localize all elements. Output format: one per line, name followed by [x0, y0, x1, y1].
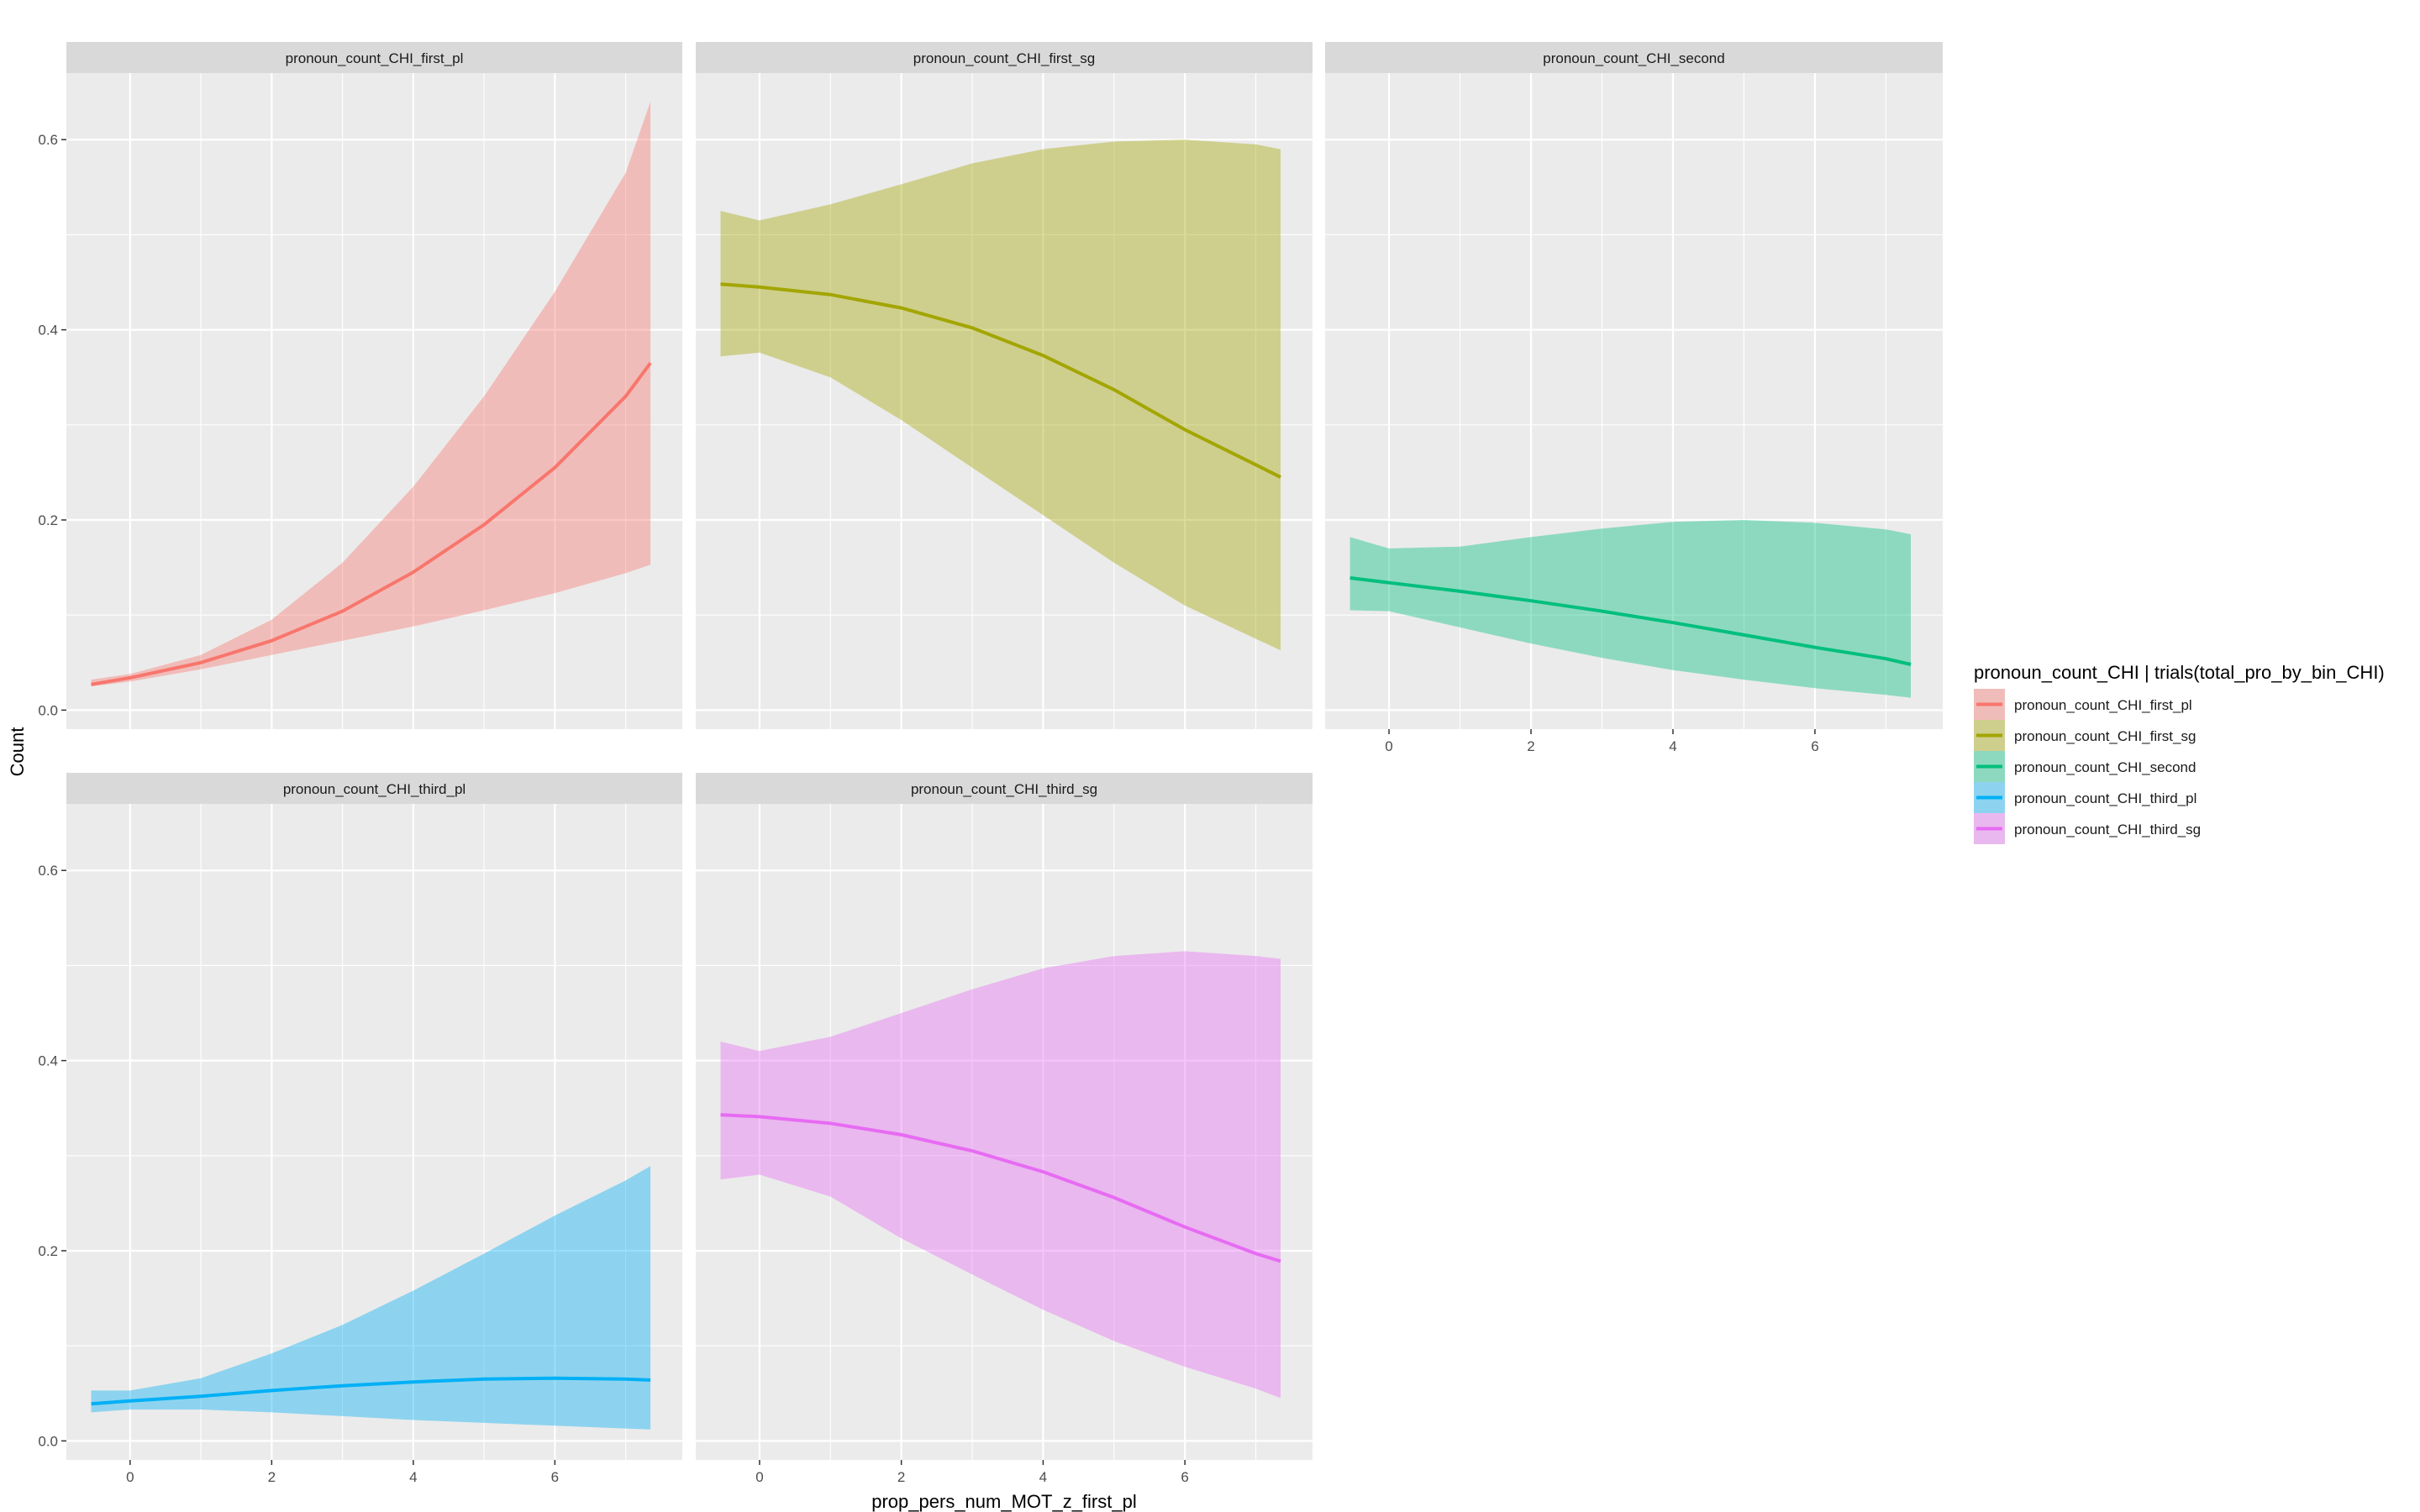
- x-tick-label: 0: [126, 1469, 134, 1485]
- facet-strip-label: pronoun_count_CHI_third_pl: [283, 781, 466, 797]
- series-line: [1349, 576, 1912, 666]
- facet-strip: [696, 773, 1313, 804]
- legend-item-pronoun-count-chi-first-sg: pronoun_count_CHI_first_sg: [1974, 720, 2196, 751]
- y-tick-label: 0.2: [38, 512, 58, 528]
- x-tick-label: 4: [1039, 1469, 1047, 1485]
- confidence-ribbon: [720, 139, 1281, 651]
- y-tick-label: 0.2: [38, 1243, 58, 1259]
- facet-pronoun-count-chi-second: pronoun_count_CHI_second 0 2 4 6: [1325, 42, 1943, 754]
- y-tick-label: 0.6: [38, 132, 58, 148]
- legend-item-pronoun-count-chi-second: pronoun_count_CHI_second: [1974, 751, 2196, 782]
- facet-pronoun-count-chi-third-sg: pronoun_count_CHI_third_sg 0 2 4 6: [696, 773, 1313, 1485]
- legend-item-pronoun-count-chi-first-pl: pronoun_count_CHI_first_pl: [1974, 689, 2192, 720]
- facet-pronoun-count-chi-third-pl: pronoun_count_CHI_third_pl 0.0 0.2 0.4 0.6 0 2…: [38, 773, 682, 1485]
- legend-keys: pronoun_count_CHI_first_pl pronoun_count_…: [1974, 689, 2201, 844]
- x-axis-title: prop_pers_num_MOT_z_first_pl: [871, 1491, 1136, 1512]
- y-tick-label: 0.0: [38, 702, 58, 718]
- facet-panels: pronoun_count_CHI_first_pl0.00.20.40.6pr…: [38, 42, 1943, 1485]
- confidence-ribbon: [1349, 520, 1911, 698]
- facet-pronoun-count-chi-first-pl: pronoun_count_CHI_first_pl 0.0 0.2 0.4 0.6: [38, 42, 682, 729]
- legend-label: pronoun_count_CHI_first_pl: [2014, 697, 2192, 713]
- confidence-ribbon: [91, 1166, 651, 1430]
- facet-strip: [66, 773, 682, 804]
- facet-strip-label: pronoun_count_CHI_third_sg: [911, 781, 1097, 797]
- series-line: [720, 282, 1281, 479]
- series-line: [720, 1113, 1281, 1263]
- legend-label: pronoun_count_CHI_third_pl: [2014, 790, 2196, 806]
- panel-background: [66, 804, 682, 1460]
- legend-item-pronoun-count-chi-third-pl: pronoun_count_CHI_third_pl: [1974, 782, 2196, 813]
- y-axis-title: Count: [7, 727, 28, 777]
- panel-background: [66, 73, 682, 729]
- facet-pronoun-count-chi-first-sg: pronoun_count_CHI_first_sg: [696, 42, 1313, 729]
- facet-strip: [66, 42, 682, 73]
- x-tick-label: 2: [268, 1469, 276, 1485]
- x-tick-label: 0: [1385, 738, 1392, 754]
- panel-background: [696, 73, 1313, 729]
- facet-strip-label: pronoun_count_CHI_second: [1543, 50, 1724, 66]
- panel-background: [696, 804, 1313, 1460]
- facet-strip-label: pronoun_count_CHI_first_sg: [913, 50, 1095, 66]
- facet-strip: [696, 42, 1313, 73]
- x-tick-label: 2: [1527, 738, 1534, 754]
- confidence-ribbon: [91, 102, 651, 687]
- y-tick-label: 0.4: [38, 323, 58, 339]
- x-tick-label: 2: [897, 1469, 905, 1485]
- legend-label: pronoun_count_CHI_first_sg: [2014, 728, 2196, 744]
- series-line: [91, 362, 652, 686]
- x-tick-label: 6: [1811, 738, 1818, 754]
- x-tick-label: 6: [1181, 1469, 1188, 1485]
- y-tick-label: 0.6: [38, 863, 58, 879]
- x-tick-label: 0: [755, 1469, 763, 1485]
- y-tick-label: 0.0: [38, 1433, 58, 1449]
- panel-background: [1325, 73, 1943, 729]
- legend-label: pronoun_count_CHI_third_sg: [2014, 822, 2201, 837]
- legend: pronoun_count_CHI | trials(total_pro_by_…: [1974, 662, 2385, 844]
- x-tick-label: 4: [1669, 738, 1676, 754]
- facet-strip: [1325, 42, 1943, 73]
- legend-label: pronoun_count_CHI_second: [2014, 759, 2196, 775]
- series-line: [91, 1376, 651, 1406]
- x-tick-label: 4: [409, 1469, 417, 1485]
- facet-strip-label: pronoun_count_CHI_first_pl: [286, 50, 464, 66]
- y-tick-label: 0.4: [38, 1053, 58, 1069]
- confidence-ribbon: [720, 951, 1281, 1399]
- legend-title: pronoun_count_CHI | trials(total_pro_by_…: [1974, 662, 2385, 683]
- legend-item-pronoun-count-chi-third-sg: pronoun_count_CHI_third_sg: [1974, 813, 2201, 844]
- x-tick-label: 6: [551, 1469, 559, 1485]
